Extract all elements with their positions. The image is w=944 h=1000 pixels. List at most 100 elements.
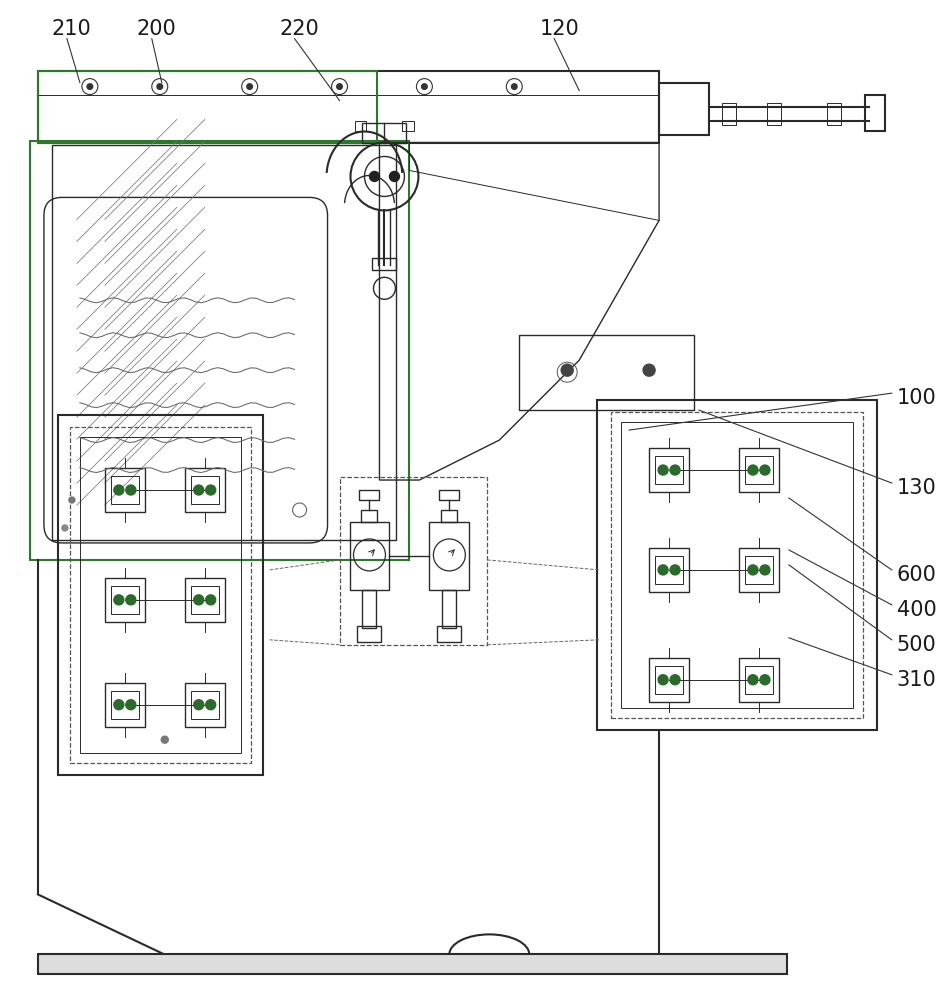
Circle shape	[194, 595, 204, 605]
Bar	[864, 95, 884, 131]
Bar	[110, 476, 139, 504]
Bar	[105, 468, 144, 512]
Text: 130: 130	[896, 478, 936, 498]
Bar	[30, 141, 409, 560]
Circle shape	[369, 171, 379, 181]
Bar	[767, 103, 780, 125]
Bar	[649, 658, 688, 702]
Bar	[429, 522, 469, 590]
Text: 310: 310	[896, 670, 936, 690]
Circle shape	[113, 485, 124, 495]
Bar	[184, 578, 225, 622]
Circle shape	[206, 595, 215, 605]
Bar	[654, 456, 683, 484]
Text: 500: 500	[896, 635, 936, 655]
Bar	[649, 448, 688, 492]
Bar	[654, 556, 683, 584]
Text: 400: 400	[896, 600, 936, 620]
Bar	[58, 415, 262, 775]
Bar	[191, 476, 218, 504]
Circle shape	[657, 565, 667, 575]
Bar	[649, 548, 688, 592]
Circle shape	[759, 565, 769, 575]
Bar	[52, 145, 396, 540]
Bar	[654, 666, 683, 694]
Circle shape	[246, 84, 252, 89]
Circle shape	[336, 84, 342, 89]
Text: 600: 600	[896, 565, 936, 585]
Bar	[105, 683, 144, 727]
Bar	[339, 477, 487, 645]
Bar	[437, 626, 461, 642]
Text: 120: 120	[539, 19, 579, 39]
Bar	[184, 683, 225, 727]
Circle shape	[669, 465, 680, 475]
Circle shape	[561, 364, 573, 376]
Bar	[738, 548, 778, 592]
Circle shape	[126, 700, 136, 710]
Bar	[362, 510, 377, 522]
Circle shape	[669, 675, 680, 685]
Circle shape	[87, 84, 93, 89]
Bar	[110, 691, 139, 719]
Bar	[110, 586, 139, 614]
Circle shape	[747, 675, 757, 685]
Circle shape	[62, 525, 68, 531]
Bar	[721, 103, 735, 125]
Bar	[362, 590, 376, 628]
Circle shape	[69, 497, 75, 503]
Bar	[620, 422, 851, 708]
Text: 210: 210	[52, 19, 92, 39]
Bar	[597, 400, 876, 730]
Circle shape	[669, 565, 680, 575]
Circle shape	[113, 595, 124, 605]
Bar	[359, 490, 379, 500]
Circle shape	[747, 465, 757, 475]
Bar	[357, 626, 381, 642]
Circle shape	[747, 565, 757, 575]
Bar	[70, 427, 250, 763]
Text: 100: 100	[896, 388, 936, 408]
Bar	[362, 123, 406, 143]
Bar	[826, 103, 840, 125]
Circle shape	[206, 485, 215, 495]
Bar	[738, 448, 778, 492]
Circle shape	[759, 675, 769, 685]
Circle shape	[759, 465, 769, 475]
Bar	[738, 658, 778, 702]
Circle shape	[113, 700, 124, 710]
Bar	[349, 522, 389, 590]
Bar	[105, 578, 144, 622]
Circle shape	[194, 700, 204, 710]
Bar	[441, 510, 457, 522]
Bar	[191, 691, 218, 719]
Bar	[439, 490, 459, 500]
Bar	[372, 258, 396, 270]
Bar	[402, 121, 414, 131]
Text: 220: 220	[279, 19, 319, 39]
Bar	[744, 666, 772, 694]
Circle shape	[126, 595, 136, 605]
Circle shape	[657, 465, 667, 475]
Bar	[38, 71, 658, 143]
Bar	[184, 468, 225, 512]
Circle shape	[389, 171, 399, 181]
Bar	[744, 556, 772, 584]
Bar	[442, 590, 456, 628]
Bar	[191, 586, 218, 614]
Circle shape	[161, 736, 168, 743]
Bar	[354, 121, 366, 131]
Text: 200: 200	[137, 19, 177, 39]
Circle shape	[421, 84, 427, 89]
Circle shape	[657, 675, 667, 685]
Bar	[518, 335, 693, 410]
Circle shape	[126, 485, 136, 495]
Bar	[38, 71, 377, 143]
Circle shape	[511, 84, 516, 89]
Bar	[744, 456, 772, 484]
Circle shape	[643, 364, 654, 376]
Bar	[80, 437, 241, 753]
Circle shape	[194, 485, 204, 495]
Circle shape	[157, 84, 162, 89]
Bar	[38, 954, 786, 974]
